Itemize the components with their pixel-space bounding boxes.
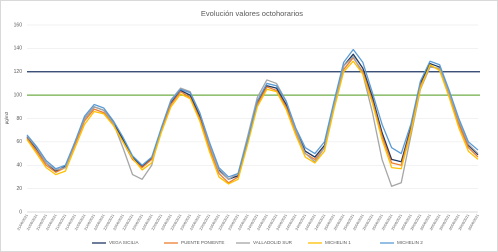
y-tick-label: 60 — [16, 139, 22, 145]
y-tick-label: 120 — [14, 69, 23, 75]
y-tick-label: 140 — [14, 46, 23, 52]
series-line — [26, 55, 479, 187]
y-tick-label: 100 — [14, 92, 23, 98]
series-line — [26, 48, 479, 178]
y-tick-label: 0 — [19, 209, 22, 215]
y-axis-label: µg/m3 — [4, 111, 9, 124]
series-line — [26, 60, 479, 185]
chart-title: Evolución valores octohorarios — [201, 9, 303, 18]
y-tick-label: 80 — [16, 116, 22, 122]
legend-label: MICHELIN 2 — [397, 240, 423, 245]
legend-label: VEGA SICILIA — [109, 240, 140, 245]
y-tick-label: 40 — [16, 163, 22, 169]
legend-label: MICHELIN 1 — [325, 240, 351, 245]
y-tick-label: 20 — [16, 186, 22, 192]
legend-label: PUENTE PONIENTE — [181, 240, 224, 245]
y-tick-label: 160 — [14, 22, 23, 28]
legend-label: VALLADOLID SUR — [253, 240, 293, 245]
